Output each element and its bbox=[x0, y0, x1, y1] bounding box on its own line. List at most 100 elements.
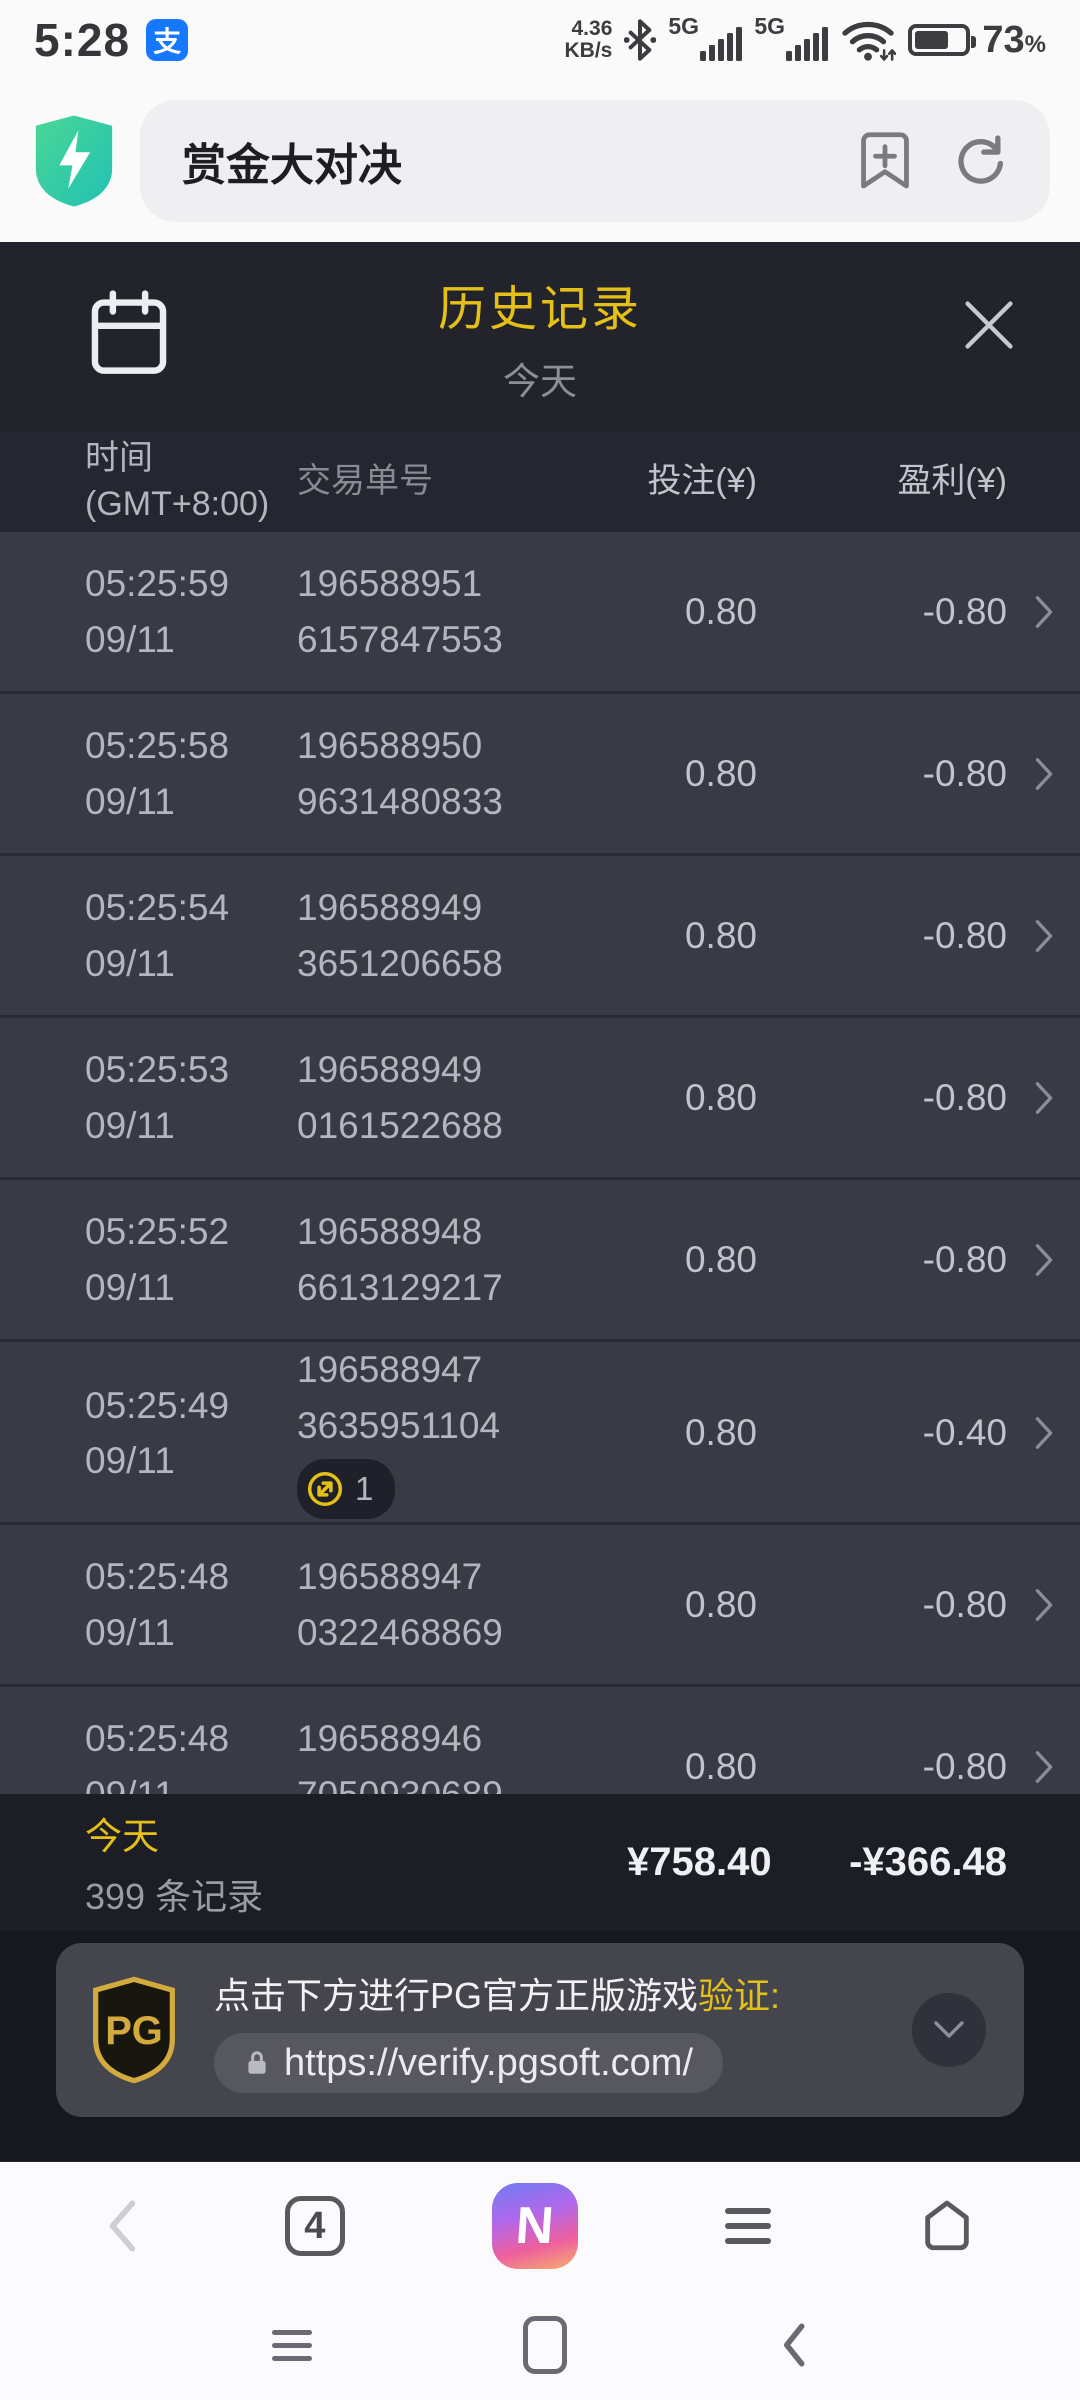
row-profit: -0.80 bbox=[922, 1745, 1007, 1787]
row-date: 09/11 bbox=[85, 1104, 175, 1146]
row-bet: 0.80 bbox=[684, 1412, 757, 1454]
table-row[interactable]: 05:25:58 09/11 196588950 9631480833 0.80 -… bbox=[0, 694, 1080, 853]
row-date: 09/11 bbox=[85, 780, 175, 822]
chevron-right-icon[interactable] bbox=[1007, 917, 1080, 955]
col-header-time-line2: (GMT+8:00) bbox=[85, 485, 270, 523]
row-order-part1: 196588946 bbox=[297, 1718, 483, 1759]
row-profit: -0.80 bbox=[922, 914, 1007, 956]
home-icon[interactable] bbox=[918, 2197, 976, 2255]
table-row[interactable]: 05:25:48 09/11 196588947 0322468869 0.80 -… bbox=[0, 1525, 1080, 1684]
row-order-part1: 196588947 bbox=[297, 1349, 483, 1390]
pg-verify-card[interactable]: PG 点击下方进行PG官方正版游戏验证: https://verify.pgso… bbox=[56, 1943, 1024, 2117]
pg-banner-zone: PG 点击下方进行PG官方正版游戏验证: https://verify.pgso… bbox=[0, 1931, 1080, 2161]
row-order-part1: 196588947 bbox=[297, 1556, 483, 1597]
row-order-part1: 196588948 bbox=[297, 1211, 483, 1252]
row-time: 05:25:59 bbox=[85, 563, 230, 604]
row-bet: 0.80 bbox=[684, 1745, 757, 1787]
system-nav-bar bbox=[0, 2290, 1080, 2400]
chevron-right-icon[interactable] bbox=[1007, 1241, 1080, 1279]
row-profit: -0.40 bbox=[922, 1412, 1007, 1454]
bluetooth-icon bbox=[624, 19, 657, 61]
verify-url-pill[interactable]: https://verify.pgsoft.com/ bbox=[214, 2033, 724, 2093]
row-date: 09/11 bbox=[85, 1440, 175, 1482]
nav-back-icon[interactable] bbox=[104, 2197, 138, 2255]
row-profit: -0.80 bbox=[922, 752, 1007, 794]
table-row[interactable]: 05:25:48 09/11 196588946 7050930689 0.80 -… bbox=[0, 1687, 1080, 1794]
network-type-label: 5G bbox=[754, 13, 786, 39]
table-row[interactable]: 05:25:59 09/11 196588951 6157847553 0.80 -… bbox=[0, 532, 1080, 691]
row-time: 05:25:52 bbox=[85, 1211, 230, 1252]
battery-percent: 73% bbox=[982, 19, 1046, 62]
table-row[interactable]: 05:25:49 09/11 196588947 3635951104 1 0.8… bbox=[0, 1342, 1080, 1522]
browser-nav-bar: 4 N bbox=[0, 2162, 1080, 2290]
browser-address-bar: 赏金大对决 bbox=[0, 80, 1080, 242]
refresh-icon[interactable] bbox=[952, 133, 1008, 189]
pg-message-highlight: 验证: bbox=[698, 1975, 781, 2016]
network-type-label: 5G bbox=[668, 13, 700, 39]
recents-button[interactable] bbox=[272, 2329, 312, 2361]
alipay-badge-icon: 支 bbox=[146, 19, 189, 61]
modal-header: 历史记录 今天 bbox=[0, 242, 1080, 432]
row-order-part1: 196588950 bbox=[297, 725, 483, 766]
browser-logo-letter: N bbox=[514, 2197, 556, 2255]
row-date: 09/11 bbox=[85, 1773, 175, 1795]
table-row[interactable]: 05:25:52 09/11 196588948 6613129217 0.80 -… bbox=[0, 1180, 1080, 1339]
summary-bet-total: ¥758.40 bbox=[627, 1840, 772, 1884]
row-bet: 0.80 bbox=[684, 914, 757, 956]
table-header: 时间 (GMT+8:00) 交易单号 投注(¥) 盈利(¥) bbox=[0, 432, 1080, 532]
modal-title: 历史记录 bbox=[437, 283, 642, 336]
chevron-right-icon[interactable] bbox=[1007, 755, 1080, 793]
chevron-right-icon[interactable] bbox=[1007, 593, 1080, 631]
row-bet: 0.80 bbox=[684, 752, 757, 794]
row-order-part2: 3635951104 bbox=[297, 1404, 501, 1446]
row-order-part2: 0161522688 bbox=[297, 1104, 503, 1146]
browser-menu-button[interactable] bbox=[725, 2208, 772, 2244]
row-bet: 0.80 bbox=[684, 590, 757, 632]
chevron-right-icon[interactable] bbox=[1007, 1079, 1080, 1117]
lock-icon bbox=[248, 2051, 266, 2074]
row-date: 09/11 bbox=[85, 1611, 175, 1653]
tab-count-button[interactable]: 4 bbox=[284, 2196, 345, 2256]
page-title: 赏金大对决 bbox=[182, 141, 402, 190]
table-row[interactable]: 05:25:53 09/11 196588949 0161522688 0.80 -… bbox=[0, 1018, 1080, 1177]
browser-logo-button[interactable]: N bbox=[491, 2183, 578, 2269]
svg-text:PG: PG bbox=[105, 2009, 163, 2053]
row-order-part1: 196588951 bbox=[297, 563, 483, 604]
security-shield-icon[interactable] bbox=[30, 112, 118, 210]
close-icon bbox=[965, 301, 1013, 349]
status-bar: 5:28 支 4.36 KB/s 5G 5G bbox=[0, 0, 1080, 80]
pg-message: 点击下方进行PG官方正版游戏验证: bbox=[214, 1967, 780, 2019]
row-bet: 0.80 bbox=[684, 1076, 757, 1118]
collapse-banner-button[interactable] bbox=[912, 1993, 986, 2067]
chevron-right-icon[interactable] bbox=[1007, 1748, 1080, 1786]
row-order-part2: 7050930689 bbox=[297, 1773, 503, 1795]
home-button[interactable] bbox=[523, 2316, 567, 2374]
chevron-right-icon[interactable] bbox=[1007, 1414, 1080, 1452]
chevron-right-icon[interactable] bbox=[1007, 1586, 1080, 1624]
row-order-part2: 6613129217 bbox=[297, 1266, 503, 1308]
back-button[interactable] bbox=[778, 2319, 808, 2371]
signal-sim1-icon: 5G bbox=[668, 13, 743, 65]
close-button[interactable] bbox=[956, 292, 1022, 358]
row-profit: -0.80 bbox=[922, 590, 1007, 632]
summary-bar: 今天 399 条记录 ¥758.40 -¥366.48 bbox=[0, 1794, 1080, 1931]
row-time: 05:25:58 bbox=[85, 725, 230, 766]
history-modal: 历史记录 今天 时间 (GMT+8:00) 交易单号 投注(¥) 盈利(¥) 0… bbox=[0, 242, 1080, 2162]
bookmark-add-icon[interactable] bbox=[858, 130, 912, 192]
chevron-down-icon bbox=[934, 2021, 964, 2038]
row-order-part1: 196588949 bbox=[297, 887, 483, 928]
row-order-part2: 9631480833 bbox=[297, 780, 503, 822]
row-time: 05:25:48 bbox=[85, 1718, 230, 1759]
col-header-time-line1: 时间 bbox=[85, 439, 153, 478]
table-row[interactable]: 05:25:54 09/11 196588949 3651206658 0.80 -… bbox=[0, 856, 1080, 1015]
row-time: 05:25:53 bbox=[85, 1049, 230, 1090]
row-profit: -0.80 bbox=[922, 1238, 1007, 1280]
row-order-part2: 3651206658 bbox=[297, 942, 503, 984]
col-header-time: 时间 (GMT+8:00) bbox=[85, 436, 297, 528]
row-time: 05:25:49 bbox=[85, 1384, 230, 1426]
row-order-part2: 0322468869 bbox=[297, 1611, 503, 1653]
address-pill[interactable]: 赏金大对决 bbox=[140, 100, 1050, 222]
calendar-button[interactable] bbox=[86, 288, 172, 378]
battery-icon bbox=[908, 24, 977, 56]
